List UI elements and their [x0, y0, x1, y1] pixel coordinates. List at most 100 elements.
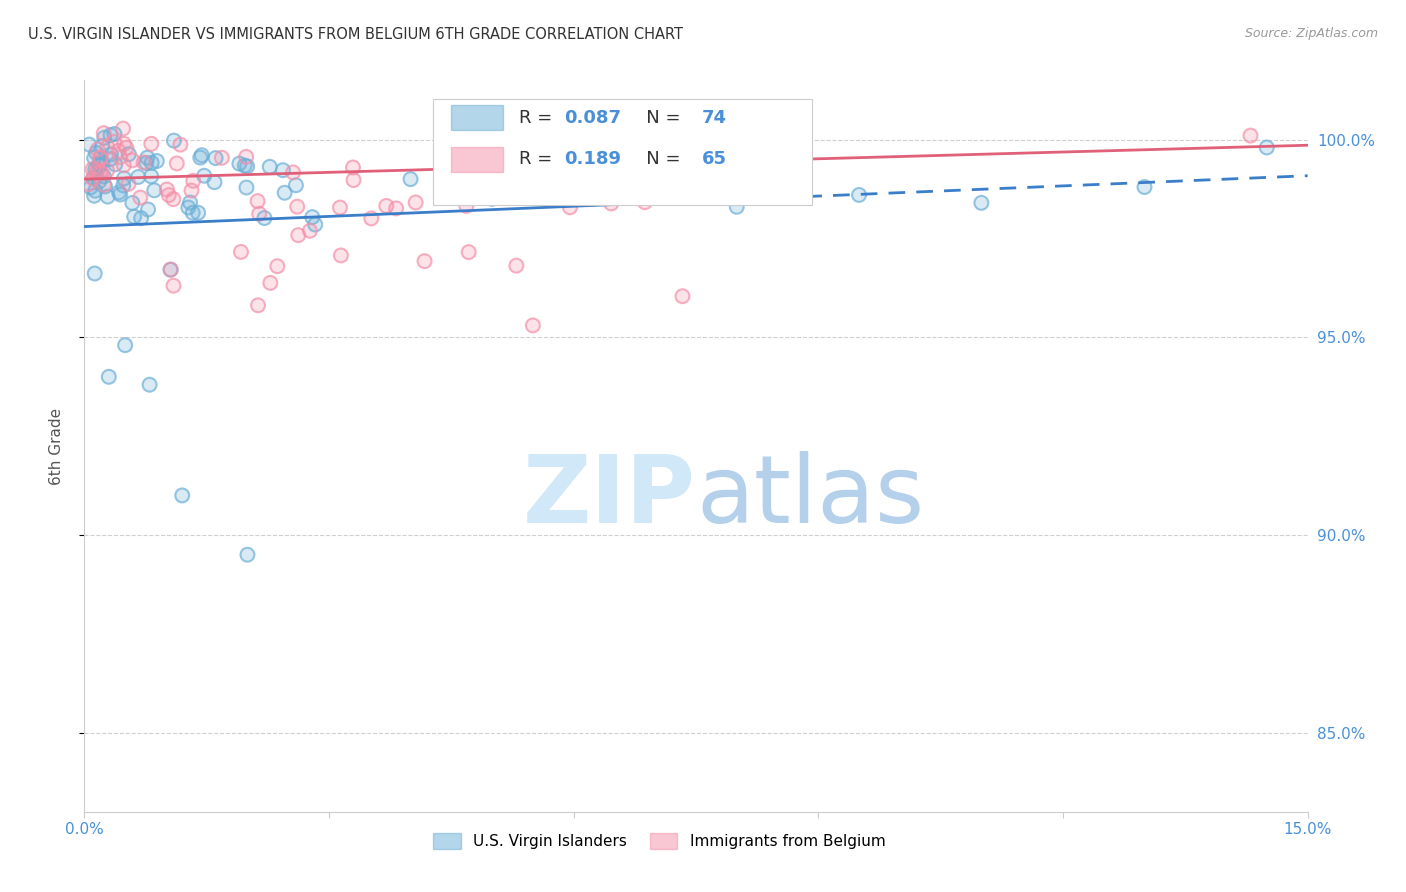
Point: [1133, 180, 1156, 194]
Point: [138, 377, 160, 392]
Point: [89, 151, 111, 165]
Point: [970, 195, 993, 210]
Point: [247, 298, 270, 312]
Point: [83, 188, 105, 202]
Point: [229, 244, 252, 259]
Point: [114, 338, 136, 352]
Point: [146, 154, 169, 169]
Point: [259, 160, 281, 174]
Point: [285, 200, 308, 214]
Point: [117, 177, 139, 191]
Point: [259, 276, 281, 290]
Point: [259, 276, 281, 290]
Point: [89, 174, 111, 188]
Point: [93, 169, 115, 184]
Text: Source: ZipAtlas.com: Source: ZipAtlas.com: [1244, 27, 1378, 40]
Point: [457, 245, 479, 260]
Point: [457, 245, 479, 260]
Point: [166, 156, 188, 170]
Point: [136, 202, 159, 217]
Point: [82, 162, 104, 177]
Point: [159, 262, 181, 277]
Point: [157, 188, 180, 202]
Point: [188, 151, 211, 165]
Point: [181, 206, 204, 220]
Point: [285, 200, 308, 214]
Point: [329, 248, 352, 262]
Point: [385, 202, 408, 216]
Point: [634, 195, 657, 210]
Text: N =: N =: [628, 109, 686, 127]
Point: [600, 196, 623, 211]
Point: [96, 140, 118, 154]
Point: [634, 195, 657, 210]
Point: [253, 211, 276, 225]
Text: N =: N =: [628, 150, 686, 169]
Point: [112, 171, 135, 186]
Point: [103, 135, 125, 149]
Point: [399, 172, 422, 186]
Point: [83, 267, 105, 281]
Point: [86, 143, 108, 157]
Point: [129, 211, 152, 226]
Point: [89, 166, 111, 180]
Point: [100, 147, 122, 161]
Point: [235, 150, 257, 164]
Point: [162, 192, 184, 206]
Point: [100, 147, 122, 161]
Point: [163, 134, 186, 148]
Point: [86, 143, 108, 157]
Point: [177, 201, 200, 215]
Point: [83, 170, 105, 185]
Point: [304, 218, 326, 232]
Point: [235, 180, 257, 194]
Point: [193, 169, 215, 183]
Point: [188, 151, 211, 165]
Point: [132, 155, 155, 169]
Point: [177, 201, 200, 215]
Point: [79, 180, 101, 194]
Point: [342, 161, 364, 175]
Point: [360, 211, 382, 226]
Point: [108, 150, 131, 164]
Point: [160, 262, 183, 277]
Point: [89, 174, 111, 188]
Point: [83, 267, 105, 281]
Point: [77, 177, 100, 191]
Point: [273, 186, 295, 200]
Point: [94, 179, 117, 194]
Text: 0.087: 0.087: [564, 109, 621, 127]
Point: [204, 151, 226, 165]
Point: [122, 210, 145, 224]
Point: [100, 128, 122, 142]
Point: [1256, 140, 1278, 154]
Point: [136, 151, 159, 165]
Point: [129, 190, 152, 204]
Point: [118, 147, 141, 161]
Point: [112, 158, 135, 172]
Point: [89, 157, 111, 171]
Point: [235, 150, 257, 164]
Point: [136, 202, 159, 217]
Point: [141, 155, 163, 169]
Point: [273, 186, 295, 200]
Point: [204, 175, 226, 189]
Point: [84, 162, 107, 177]
Point: [83, 151, 105, 165]
Point: [181, 174, 204, 188]
Point: [118, 147, 141, 161]
Point: [89, 157, 111, 171]
FancyBboxPatch shape: [451, 105, 503, 130]
Point: [156, 182, 179, 196]
Point: [93, 178, 115, 192]
Point: [160, 262, 183, 277]
Point: [107, 144, 129, 158]
Point: [108, 186, 131, 200]
Point: [522, 318, 544, 333]
Point: [100, 152, 122, 166]
FancyBboxPatch shape: [451, 147, 503, 171]
Point: [236, 548, 259, 562]
Point: [172, 488, 194, 502]
Point: [104, 157, 127, 171]
Point: [90, 166, 112, 180]
